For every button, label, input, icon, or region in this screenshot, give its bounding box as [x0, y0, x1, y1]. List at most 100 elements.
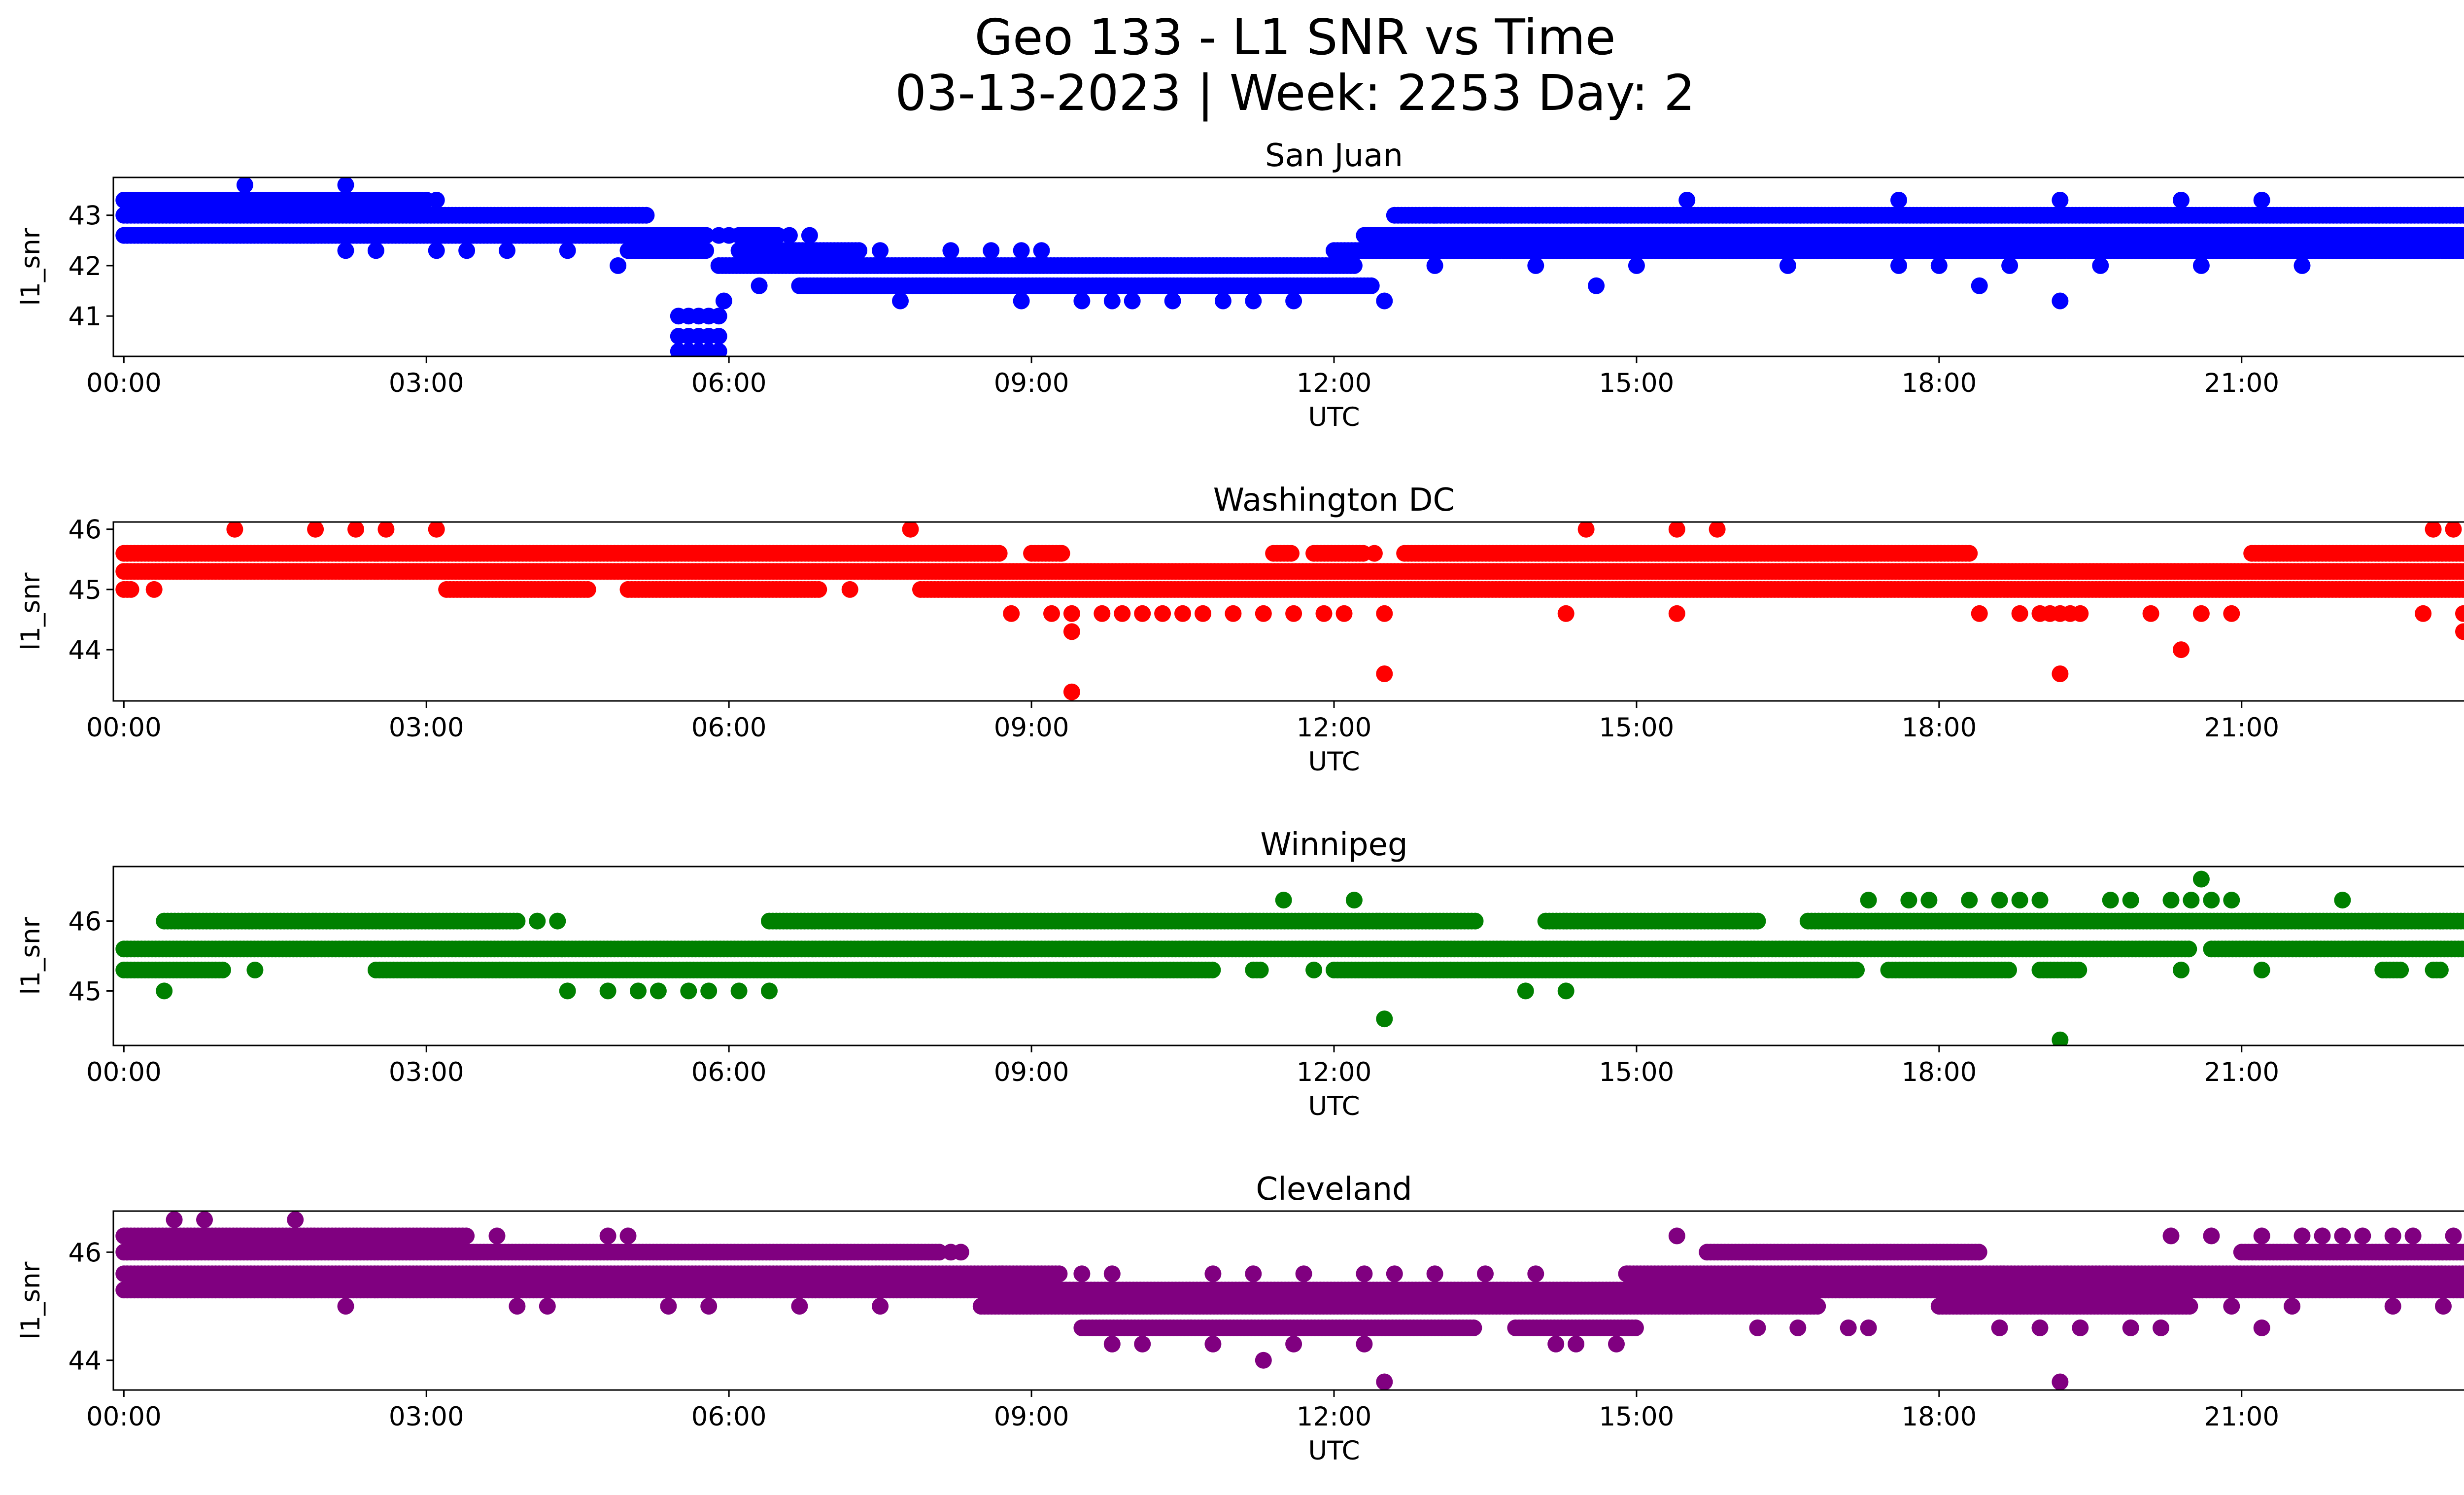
scatter-point [2458, 581, 2464, 598]
panel-title: Winnipeg [1260, 827, 1407, 863]
scatter-point [1376, 665, 1393, 682]
scatter-point [1003, 605, 1020, 622]
scatter-point [377, 522, 395, 538]
scatter-point [1345, 257, 1363, 274]
scatter-points [115, 177, 2464, 356]
scatter-point [428, 522, 445, 538]
scatter-point [751, 277, 768, 294]
scatter-point [1043, 605, 1060, 622]
scatter-point [1628, 257, 1645, 274]
x-axis-label: UTC [1308, 402, 1360, 432]
scatter-point [1063, 623, 1080, 640]
scatter-point [1063, 605, 1080, 622]
scatter-point [810, 581, 827, 598]
scatter-point [387, 192, 405, 209]
scatter-point [2253, 192, 2270, 209]
scatter-point [1668, 605, 1685, 622]
scatter-point [2072, 605, 2089, 622]
x-tick-label: 06:00 [691, 368, 767, 398]
scatter-point [1315, 605, 1333, 622]
scatter-point [769, 227, 787, 244]
panel-title: San Juan [1265, 138, 1403, 174]
scatter-point [2192, 605, 2210, 622]
scatter-point [226, 522, 243, 538]
y-axis-label: l1_snr [16, 228, 46, 306]
scatter-point [1245, 292, 1262, 310]
scatter-point [307, 522, 324, 538]
scatter-point [710, 328, 727, 345]
scatter-point [2052, 292, 2069, 310]
scatter-point [2192, 257, 2210, 274]
scatter-point [1376, 605, 1393, 622]
scatter-point [2173, 641, 2190, 659]
x-tick-label: 21:00 [2204, 368, 2279, 398]
scatter-point [1890, 257, 1907, 274]
scatter-point [1124, 292, 1141, 310]
scatter-point [1779, 257, 1796, 274]
y-tick-label: 43 [68, 201, 102, 231]
scatter-point [2092, 257, 2109, 274]
scatter-point [2463, 567, 2464, 576]
x-tick-label: 21:00 [2204, 713, 2279, 743]
scatter-point [1930, 257, 1948, 274]
scatter-point [337, 242, 354, 259]
scatter-point [2459, 208, 2464, 223]
scatter-point [2462, 584, 2464, 595]
x-tick-label: 12:00 [1297, 368, 1372, 398]
scatter-point [781, 227, 798, 244]
scatter-point [638, 207, 655, 224]
scatter-point [1363, 277, 1380, 294]
scatter-point [1013, 292, 1030, 310]
scatter-point [1335, 605, 1353, 622]
scatter-point [337, 177, 354, 194]
scatter-point [579, 581, 596, 598]
scatter-point [347, 522, 364, 538]
scatter-point [428, 242, 445, 259]
scatter-point [2459, 545, 2464, 561]
scatter-point [991, 545, 1008, 562]
scatter-point [236, 177, 253, 194]
scatter-point [1283, 545, 1300, 562]
x-tick-label: 09:00 [994, 368, 1069, 398]
y-tick-label: 44 [68, 635, 102, 665]
figure-title-line1: Geo 133 - L1 SNR vs Time [975, 8, 1616, 66]
x-axis-label: UTC [1308, 747, 1360, 777]
scatter-point [1073, 292, 1091, 310]
scatter-point [509, 912, 526, 930]
scatter-point [983, 242, 1000, 259]
scatter-point [1577, 522, 1595, 538]
figure-title-line2: 03-13-2023 | Week: 2253 Day: 2 [895, 64, 1695, 122]
scatter-point [2459, 563, 2464, 579]
scatter-point [1366, 545, 1383, 562]
y-tick-label: 41 [68, 302, 102, 332]
scatter-point [2293, 257, 2311, 274]
scatter-point [1971, 605, 1988, 622]
x-tick-label: 15:00 [1599, 368, 1675, 398]
scatter-point [2001, 257, 2019, 274]
scatter-point [2173, 192, 2190, 209]
x-tick-label: 18:00 [1901, 368, 1977, 398]
scatter-point [2455, 623, 2464, 640]
x-tick-label: 00:00 [86, 713, 162, 743]
scatter-point [710, 308, 727, 325]
scatter-point [1588, 277, 1605, 294]
scatter-point [1285, 605, 1302, 622]
scatter-point [841, 581, 858, 598]
scatter-points [115, 870, 2464, 1045]
scatter-point [499, 242, 515, 259]
scatter-point [610, 257, 627, 274]
x-tick-label: 18:00 [1901, 713, 1977, 743]
scatter-point [2460, 913, 2464, 929]
scatter-point [2011, 605, 2028, 622]
scatter-point [1709, 522, 1726, 538]
x-tick-label: 03:00 [389, 713, 464, 743]
scatter-point [720, 227, 738, 244]
scatter-point [1376, 292, 1393, 310]
scatter-point [942, 242, 959, 259]
x-tick-label: 15:00 [1599, 713, 1675, 743]
scatter-point [2415, 605, 2432, 622]
scatter-point [1114, 605, 1131, 622]
scatter-points [115, 522, 2464, 700]
scatter-point [1094, 605, 1111, 622]
